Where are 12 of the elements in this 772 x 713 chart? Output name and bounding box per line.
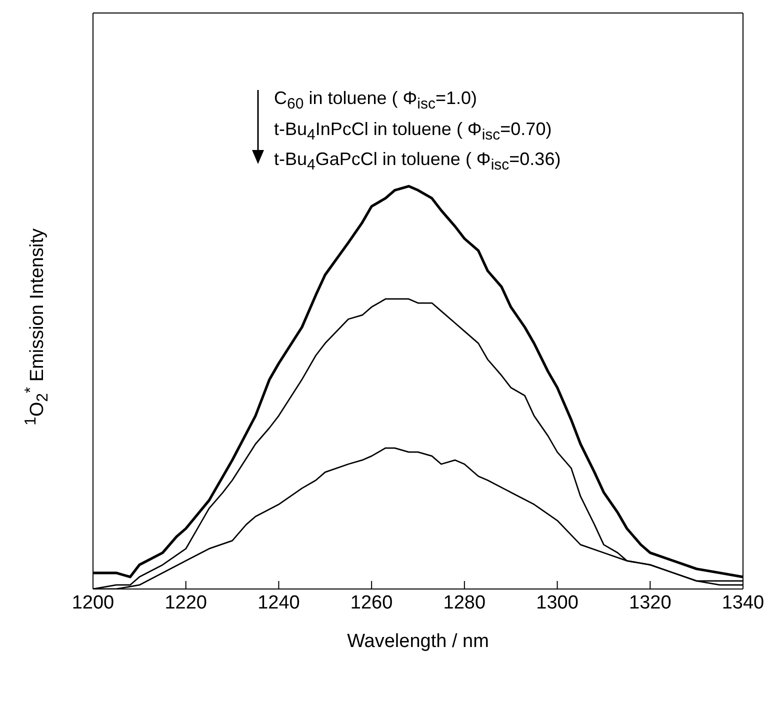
x-tick-label: 1280 [443, 592, 486, 614]
text: C$_{60}$ in toluene ( Φ$_{isc}$=1.0) [274, 88, 477, 113]
x-tick-label: 1260 [350, 592, 393, 614]
x-tick-label: 1320 [629, 592, 672, 614]
x-axis-title: Wavelength / nm [347, 631, 489, 652]
x-tick-label: 1220 [164, 592, 207, 614]
x-tick-label: 1300 [536, 592, 578, 614]
x-tick-label: 1240 [258, 592, 300, 614]
x-tick-label: 1340 [722, 592, 764, 614]
x-tick-label: 1200 [72, 592, 114, 614]
text: t-Bu$_{4}$GaPcCl in toluene ( Φ$_{isc}$=0.36) [274, 149, 561, 174]
text: t-Bu$_{4}$InPcCl in toluene ( Φ$_{isc}$=0.70) [274, 118, 552, 144]
